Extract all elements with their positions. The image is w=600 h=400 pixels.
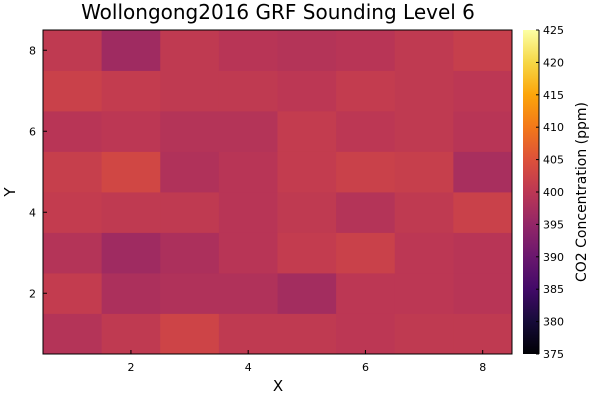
heatmap-cell	[394, 151, 454, 193]
heatmap-cell	[394, 70, 454, 112]
colorbar-label: CO2 Concentration (ppm)	[574, 102, 590, 282]
heatmap-cell	[101, 273, 161, 314]
y-tick-label: 6	[29, 125, 36, 138]
heatmap-cell	[394, 232, 454, 274]
heatmap-cell	[277, 232, 337, 274]
heatmap-cell	[453, 273, 513, 314]
x-axis-label: X	[273, 377, 283, 395]
heatmap-cell	[43, 111, 103, 152]
colorbar-tick-label: 390	[543, 251, 564, 264]
heatmap-cell	[101, 111, 161, 152]
heatmap-cell	[336, 151, 396, 193]
heatmap-cell	[453, 111, 513, 152]
heatmap-cell	[160, 30, 220, 71]
x-tick-label: 8	[479, 361, 486, 374]
chart-title: Wollongong2016 GRF Sounding Level 6	[81, 0, 475, 24]
heatmap-cell	[43, 70, 103, 112]
heatmap-cell	[394, 192, 454, 233]
heatmap-cell	[336, 30, 396, 71]
heatmap-cell	[218, 111, 278, 152]
heatmap-cell	[336, 313, 396, 355]
heatmap-cell	[394, 313, 454, 355]
plot-frame	[42, 29, 513, 355]
heatmap-cell	[101, 30, 161, 71]
heatmap-cell	[277, 313, 337, 355]
colorbar: 375 380 385 390 395 400 405 410 415 420 425	[523, 24, 564, 361]
heatmap-cell	[160, 111, 220, 152]
heatmap-cell	[453, 232, 513, 274]
heatmap-cell	[394, 111, 454, 152]
heatmap-cell	[160, 313, 220, 355]
heatmap-cell	[218, 232, 278, 274]
heatmap-cell	[43, 313, 103, 355]
heatmap-cell	[218, 70, 278, 112]
heatmap-cell	[453, 70, 513, 112]
heatmap-cell	[43, 273, 103, 314]
colorbar-gradient	[523, 30, 539, 354]
heatmap-cell	[101, 232, 161, 274]
heatmap-cell	[160, 192, 220, 233]
heatmap-cell	[160, 70, 220, 112]
colorbar-tick-label: 420	[543, 56, 564, 69]
colorbar-tick-label: 400	[543, 186, 564, 199]
heatmap-cell	[394, 273, 454, 314]
y-axis-label: Y	[1, 187, 19, 198]
colorbar-tick-label: 410	[543, 121, 564, 134]
heatmap-cell	[336, 232, 396, 274]
heatmap-cell	[277, 192, 337, 233]
heatmap-cell	[101, 151, 161, 193]
heatmap-cell	[453, 313, 513, 355]
heatmap-cell	[160, 151, 220, 193]
heatmap-cell	[277, 30, 337, 71]
heatmap-cell	[43, 232, 103, 274]
heatmap-cell	[277, 151, 337, 193]
colorbar-tick-label: 380	[543, 316, 564, 329]
heatmap-cell	[160, 232, 220, 274]
heatmap-cell	[218, 273, 278, 314]
y-tick-label: 8	[29, 44, 36, 57]
heatmap-cell	[394, 30, 454, 71]
heatmap-cell	[101, 70, 161, 112]
heatmap-cell	[43, 30, 103, 71]
x-tick-label: 6	[362, 361, 369, 374]
colorbar-tick-label: 415	[543, 89, 564, 102]
heatmap-cell	[453, 151, 513, 193]
heatmap-cell	[336, 273, 396, 314]
heatmap-cell	[453, 30, 513, 71]
heatmap-cell	[336, 70, 396, 112]
heatmap-cell	[101, 192, 161, 233]
x-tick-label: 4	[245, 361, 252, 374]
heatmap-cell	[43, 151, 103, 193]
x-tick-label: 2	[127, 361, 134, 374]
heatmap-cell	[218, 151, 278, 193]
heatmap-cells	[43, 30, 513, 355]
heatmap-cell	[101, 313, 161, 355]
heatmap-cell	[277, 273, 337, 314]
heatmap-cell	[277, 111, 337, 152]
axis-ticks: 2 4 6 8 2 4 6 8	[29, 44, 486, 374]
heatmap-cell	[336, 192, 396, 233]
colorbar-tick-label: 375	[543, 348, 564, 361]
heatmap-cell	[43, 192, 103, 233]
heatmap-cell	[453, 192, 513, 233]
colorbar-tick-label: 385	[543, 283, 564, 296]
y-tick-label: 4	[29, 206, 36, 219]
colorbar-tick-label: 425	[543, 24, 564, 37]
heatmap-cell	[336, 111, 396, 152]
heatmap-cell	[218, 30, 278, 71]
colorbar-tick-label: 395	[543, 218, 564, 231]
heatmap-cell	[218, 192, 278, 233]
colorbar-tick-label: 405	[543, 154, 564, 167]
heatmap-cell	[218, 313, 278, 355]
heatmap-cell	[277, 70, 337, 112]
heatmap-cell	[160, 273, 220, 314]
y-tick-label: 2	[29, 287, 36, 300]
